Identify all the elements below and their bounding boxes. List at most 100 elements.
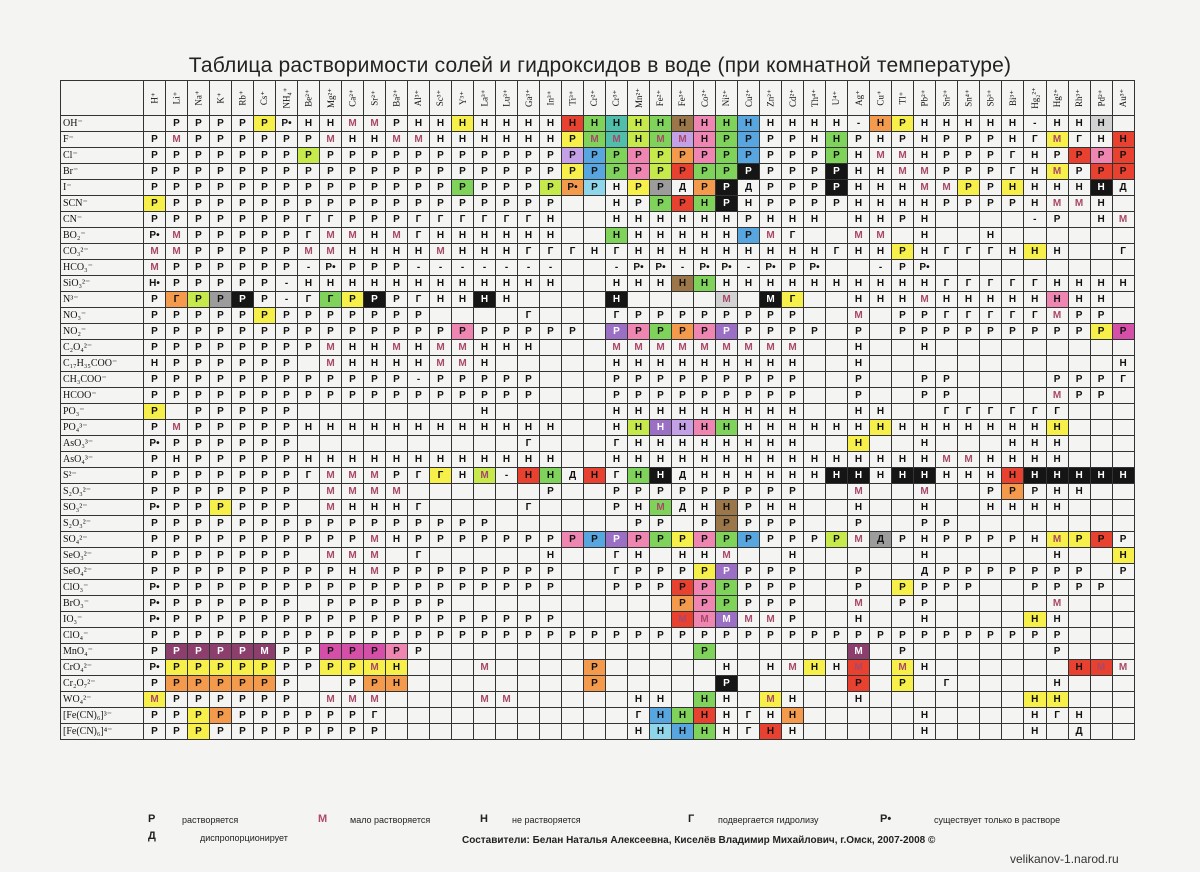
- table-row: [Fe(CN)₆]⁴⁻ Р Р Р Р Р Р Р Р Р Р Р Н Н Н Н Н Г Н Н Н Н Д: [60, 723, 1135, 740]
- solubility-cell: [539, 659, 562, 676]
- solubility-cell: [803, 515, 826, 532]
- solubility-cell: [803, 291, 826, 308]
- solubility-cell: Р: [1001, 483, 1024, 500]
- solubility-cell: Н: [1023, 611, 1047, 628]
- solubility-cell: Н: [627, 243, 650, 260]
- anion-label: Cr₂O₇²⁻: [60, 675, 144, 692]
- solubility-cell: Н: [649, 451, 672, 468]
- solubility-cell: Р: [451, 387, 474, 404]
- solubility-cell: Н: [913, 275, 936, 292]
- solubility-cell: [1111, 115, 1135, 132]
- solubility-cell: [847, 723, 870, 740]
- solubility-cell: Р: [143, 339, 166, 356]
- cation-header: Cd²⁺: [781, 80, 804, 116]
- solubility-cell: Р: [231, 147, 254, 164]
- solubility-cell: Р•: [913, 259, 936, 276]
- solubility-cell: Н: [759, 403, 782, 420]
- solubility-cell: М: [847, 227, 870, 244]
- solubility-cell: Р: [341, 531, 364, 548]
- solubility-cell: Н: [1023, 179, 1047, 196]
- solubility-cell: Р: [407, 163, 430, 180]
- solubility-cell: [891, 691, 914, 708]
- solubility-cell: [671, 291, 694, 308]
- solubility-cell: Н: [913, 435, 936, 452]
- solubility-cell: [979, 547, 1002, 564]
- solubility-cell: [1089, 627, 1113, 644]
- solubility-cell: Н: [627, 211, 650, 228]
- solubility-cell: Р: [165, 627, 188, 644]
- solubility-cell: [1045, 515, 1069, 532]
- solubility-cell: [1067, 691, 1091, 708]
- solubility-cell: [297, 403, 320, 420]
- solubility-cell: Р: [187, 627, 210, 644]
- solubility-cell: Р: [187, 515, 210, 532]
- solubility-cell: Р: [407, 579, 430, 596]
- solubility-cell: Н: [495, 115, 518, 132]
- solubility-cell: [891, 227, 914, 244]
- solubility-cell: [891, 387, 914, 404]
- table-row: Cl⁻ Р Р Р Р Р Р Р Р Р Р Р Р Р Р Р Р Р Р Р Р Р Р Р Р Р Р Р Р Р Р Р Р Н М М Н Р…: [60, 147, 1135, 164]
- cation-header: Na⁺: [187, 80, 210, 116]
- solubility-cell: Н: [495, 419, 518, 436]
- solubility-cell: [891, 339, 914, 356]
- solubility-cell: Р: [891, 307, 914, 324]
- solubility-cell: [517, 691, 540, 708]
- table-row: [Fe(CN)₆]³⁻ Р Р Р Р Р Р Р Р Р Р Г Г Н Н Н Н Г Н Н Н Н Г Н: [60, 707, 1135, 724]
- solubility-cell: Р: [143, 515, 166, 532]
- solubility-cell: [561, 659, 584, 676]
- solubility-cell: Р: [275, 387, 298, 404]
- solubility-cell: Н: [517, 419, 540, 436]
- solubility-cell: [1089, 595, 1113, 612]
- solubility-cell: Р: [517, 323, 540, 340]
- solubility-cell: [957, 675, 980, 692]
- solubility-cell: М: [297, 243, 320, 260]
- solubility-cell: Р: [385, 323, 408, 340]
- solubility-cell: Н: [473, 419, 496, 436]
- solubility-cell: Р: [737, 515, 760, 532]
- solubility-cell: Р: [1067, 163, 1091, 180]
- solubility-cell: Р: [1089, 307, 1113, 324]
- solubility-cell: Р: [825, 147, 848, 164]
- solubility-cell: Р: [979, 483, 1002, 500]
- table-row: C₁₇H₃₅COO⁻ Н Р Р Р Р Р Р М Н Н Н Н М М Н Н Н Н Н Н Н Н Н Н Н Н: [60, 355, 1135, 372]
- solubility-cell: [1111, 259, 1135, 276]
- solubility-cell: М: [143, 259, 166, 276]
- solubility-cell: Р: [781, 611, 804, 628]
- cation-header: Ag⁺: [847, 80, 870, 116]
- solubility-cell: Р: [341, 371, 364, 388]
- solubility-cell: [495, 547, 518, 564]
- solubility-cell: Р: [935, 195, 958, 212]
- solubility-cell: Р: [319, 163, 342, 180]
- solubility-cell: Н: [473, 291, 496, 308]
- solubility-cell: Р: [451, 515, 474, 532]
- solubility-cell: Р: [737, 307, 760, 324]
- solubility-cell: Н: [891, 275, 914, 292]
- solubility-cell: Р: [539, 147, 562, 164]
- anion-label: ClO₄⁻: [60, 627, 144, 644]
- solubility-cell: Н: [539, 547, 562, 564]
- solubility-cell: Р: [297, 339, 320, 356]
- solubility-cell: Н: [781, 419, 804, 436]
- solubility-cell: М: [957, 451, 980, 468]
- cation-label: La³⁺: [479, 89, 490, 107]
- solubility-cell: М: [781, 659, 804, 676]
- solubility-cell: Р: [231, 579, 254, 596]
- solubility-cell: Р: [231, 707, 254, 724]
- solubility-cell: Н: [451, 291, 474, 308]
- solubility-cell: [473, 723, 496, 740]
- solubility-cell: [495, 355, 518, 372]
- solubility-cell: Р: [429, 147, 452, 164]
- solubility-cell: Р: [781, 563, 804, 580]
- cation-label: Sb³⁺: [985, 89, 996, 107]
- anion-label: HCO₃⁻: [60, 259, 144, 276]
- solubility-cell: Р: [275, 179, 298, 196]
- solubility-cell: Н: [605, 195, 628, 212]
- solubility-cell: [737, 675, 760, 692]
- solubility-cell: Н: [1045, 291, 1069, 308]
- solubility-cell: [429, 723, 452, 740]
- solubility-cell: [1067, 259, 1091, 276]
- solubility-cell: Н: [737, 403, 760, 420]
- cation-header: Y³⁺: [451, 80, 474, 116]
- solubility-cell: [979, 675, 1002, 692]
- solubility-cell: Р: [1045, 627, 1069, 644]
